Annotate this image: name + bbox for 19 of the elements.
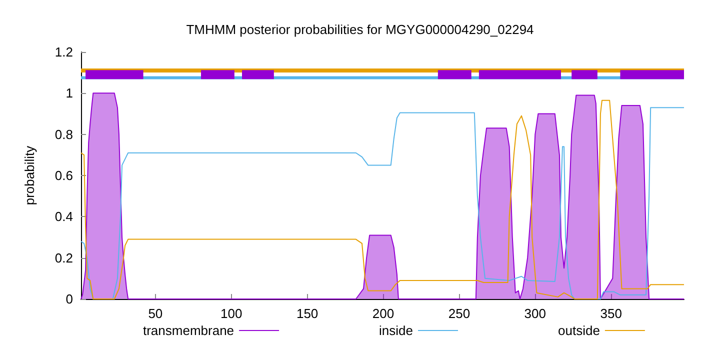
y-tick-label: 1 [66,86,73,101]
x-tick-label: 250 [448,306,470,321]
legend-label: transmembrane [142,323,234,338]
y-tick-label: 0.2 [54,250,73,266]
y-tick-label: 0.4 [54,209,73,224]
y-tick-label: 0.8 [54,126,73,142]
y-tick-label: 1.2 [54,44,73,60]
y-tick-label: 0.6 [54,168,73,183]
x-tick-label: 50 [148,306,163,321]
x-tick-label: 350 [600,306,622,321]
legend-label: outside [558,323,600,338]
x-tick-label: 200 [372,306,394,321]
legend-label: inside [379,323,414,338]
chart-title: TMHMM posterior probabilities for MGYG000004290_02294 [186,22,534,37]
x-tick-label: 150 [296,306,318,321]
y-tick-label: 0 [66,292,73,306]
y-axis-title: probability [22,145,37,206]
x-tick-label: 100 [220,306,242,321]
x-tick-label: 300 [524,306,546,321]
